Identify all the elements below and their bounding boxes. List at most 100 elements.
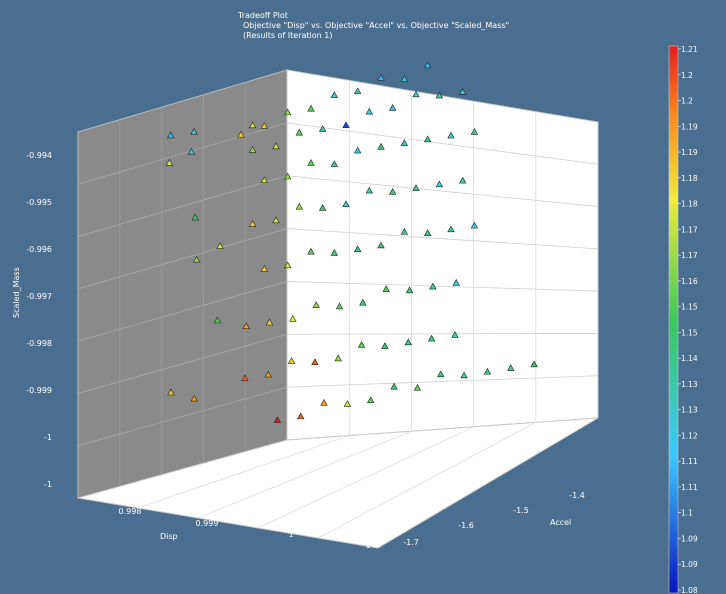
data-point	[342, 200, 350, 207]
colorbar-tick-label: 1.19	[681, 122, 698, 131]
data-point	[295, 202, 304, 210]
grid-lines	[77, 80, 599, 539]
colorbar-tick-label: 1.09	[681, 534, 698, 543]
data-point	[283, 172, 292, 180]
colorbar-gradient	[668, 45, 679, 594]
grid-line	[77, 281, 288, 342]
colorbar-tick-label: 1.2	[681, 71, 693, 80]
grid-line	[286, 281, 599, 292]
z-tick-label: -0.997	[26, 292, 52, 301]
data-point	[307, 247, 315, 255]
data-point	[377, 73, 385, 81]
data-point	[296, 412, 305, 420]
data-point	[367, 396, 375, 404]
data-point	[343, 400, 352, 407]
grid-line	[77, 386, 288, 447]
data-point	[423, 229, 432, 236]
data-point	[377, 241, 385, 249]
axis-ticks: -0.994 -0.995 -0.996 -0.997 -0.998 -0.999 -1 -1…	[26, 151, 585, 550]
data-point	[330, 160, 339, 167]
data-point	[237, 130, 245, 138]
data-point	[447, 131, 455, 139]
z-tick-label: -0.996	[26, 245, 52, 254]
plot-subtitle: Objective "Disp" vs. Objective "Accel" v…	[243, 21, 510, 30]
data-point	[451, 331, 459, 338]
data-point	[165, 158, 174, 166]
data-points[interactable]	[165, 61, 538, 423]
data-point	[388, 104, 397, 111]
data-point	[287, 357, 296, 364]
z-tick-label: -0.994	[26, 151, 52, 160]
colorbar-tick-label: 1.2	[681, 97, 693, 106]
plot-iteration-note: (Results of Iteration 1)	[243, 31, 333, 40]
colorbar-tick-label: 1.18	[681, 200, 698, 209]
data-point	[429, 282, 437, 290]
data-point	[311, 358, 319, 365]
data-point	[167, 388, 175, 396]
scaled-mass-axis-label: Scaled_Mass	[12, 267, 21, 318]
grid-line	[286, 228, 599, 250]
data-point	[357, 340, 366, 348]
data-point	[248, 220, 257, 227]
data-point	[353, 245, 362, 252]
data-point	[400, 75, 409, 82]
data-point	[318, 125, 327, 132]
colorbar-tick-label: 1.1	[681, 509, 693, 518]
data-point	[381, 342, 389, 349]
grid-line	[77, 333, 288, 394]
data-point	[260, 176, 269, 184]
grid-line	[286, 333, 599, 335]
y-tick-label: -1.6	[458, 521, 474, 530]
data-point	[330, 249, 339, 256]
y-tick-label: -1.5	[513, 506, 529, 515]
data-point	[470, 128, 479, 135]
data-point	[405, 286, 414, 294]
x-tick-label: 1	[365, 541, 370, 550]
colorbar-tick-label: 1.13	[681, 380, 698, 389]
colorbar-tick-label: 1.08	[681, 586, 698, 594]
grid-line	[77, 175, 288, 237]
data-point	[423, 61, 432, 69]
data-point	[470, 221, 479, 229]
colorbar-tick-label: 1.16	[681, 277, 698, 286]
z-tick-label: -1	[44, 480, 52, 489]
data-point	[241, 374, 249, 382]
data-point	[312, 301, 320, 308]
y-tick-label: -1.7	[403, 538, 419, 547]
data-point	[318, 204, 327, 211]
data-point	[192, 255, 201, 263]
data-point	[435, 91, 444, 99]
data-point	[483, 367, 492, 375]
plot-title: Tradeoff Plot	[238, 11, 288, 20]
data-point	[423, 135, 432, 143]
data-point	[435, 180, 444, 188]
data-point	[359, 298, 367, 306]
grid-line	[286, 375, 599, 388]
data-point	[342, 121, 350, 129]
data-point	[216, 242, 224, 249]
data-point	[365, 186, 374, 194]
data-point	[530, 360, 538, 368]
grid-line	[286, 122, 599, 165]
data-point	[377, 142, 385, 150]
data-point	[273, 416, 282, 423]
colorbar-tick-label: 1.12	[681, 431, 698, 440]
data-point	[437, 370, 445, 378]
data-point	[283, 261, 292, 269]
data-point	[458, 87, 467, 95]
colorbar-tick-label: 1.17	[681, 225, 698, 234]
grid-line	[197, 430, 412, 519]
grid-line	[286, 175, 599, 207]
data-point	[404, 338, 412, 346]
data-point	[382, 285, 390, 292]
grid-line	[137, 435, 350, 509]
data-point	[242, 322, 250, 330]
data-point	[412, 184, 420, 191]
data-point	[320, 398, 328, 406]
colorbar-tick-label: 1.11	[681, 483, 698, 492]
data-point	[413, 383, 422, 391]
data-point	[427, 334, 436, 342]
data-point	[272, 142, 280, 150]
